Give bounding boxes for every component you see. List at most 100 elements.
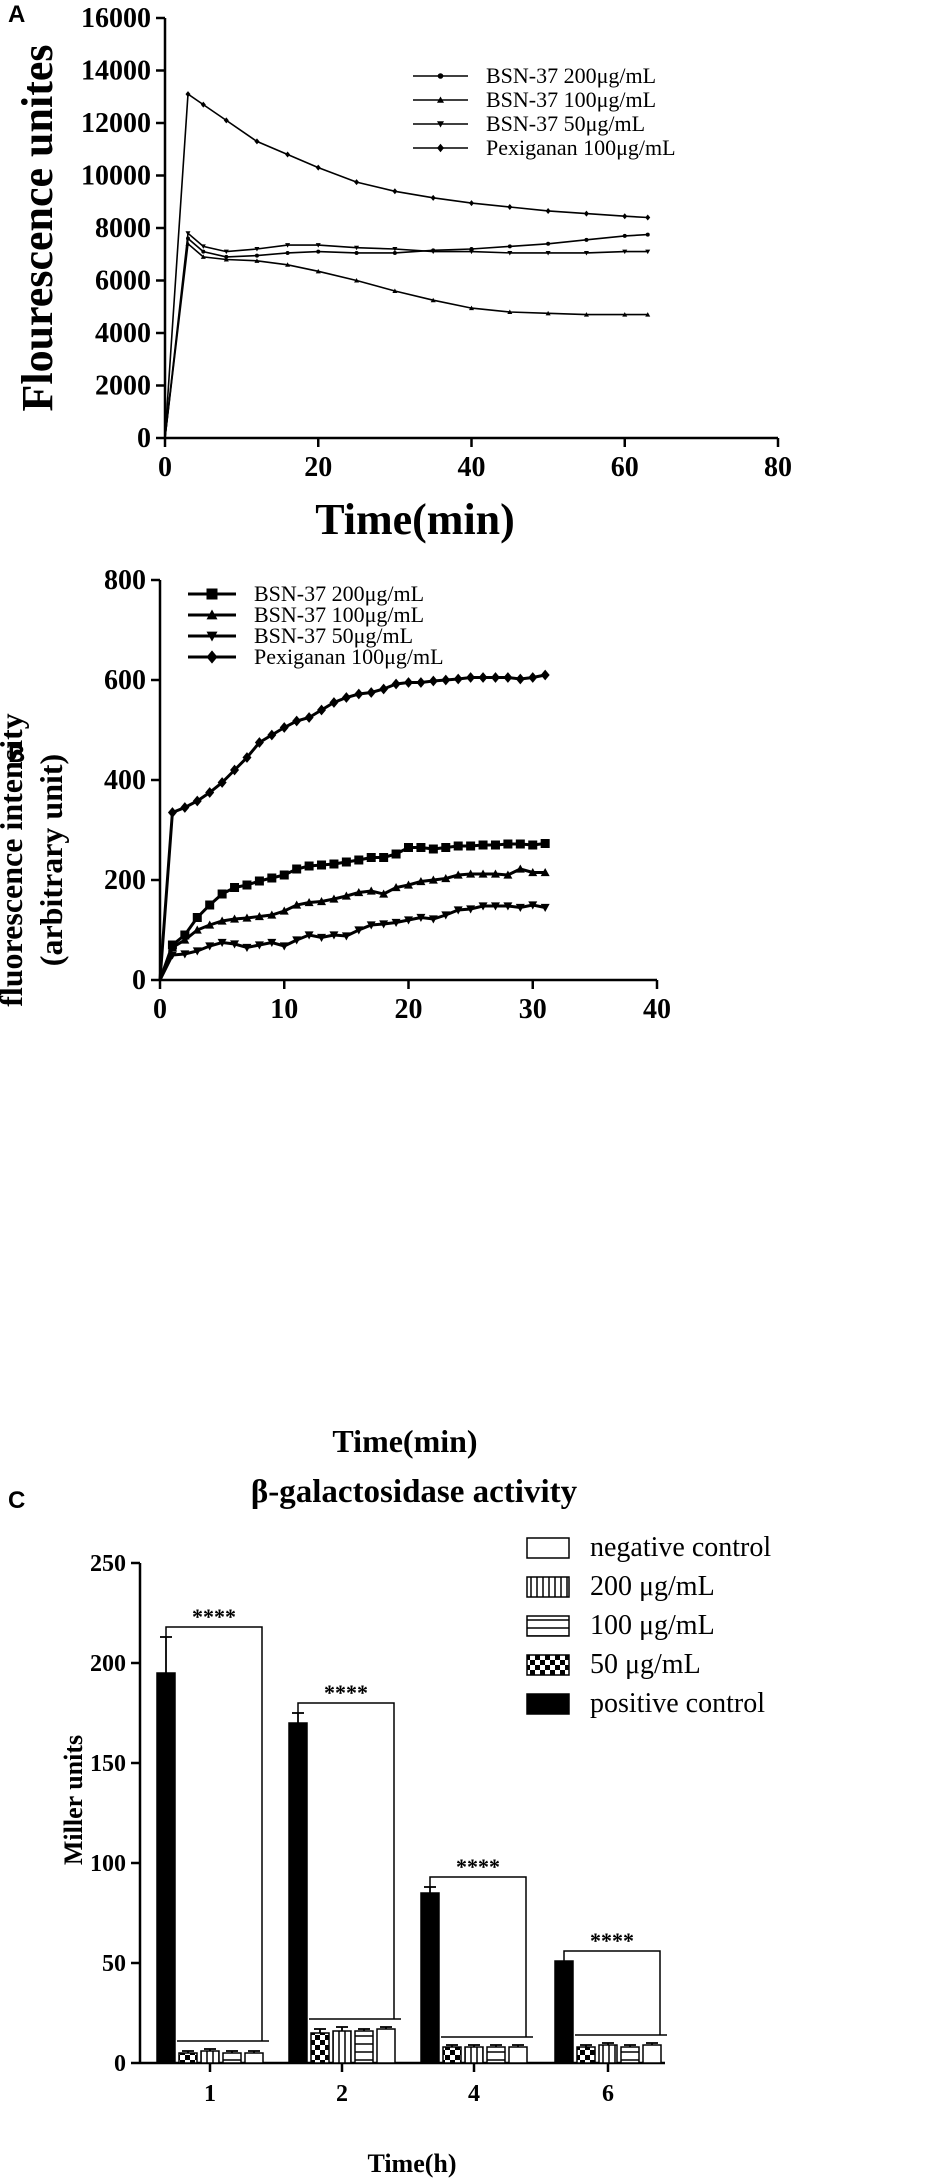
chart-b-series-bsn-37-100-g-ml-point: [230, 914, 240, 923]
chart-b-series-pexiganan-100-g-ml-point: [205, 787, 215, 798]
chart-a-series-pexiganan-100-g-ml-point: [315, 164, 321, 171]
chart-a-ytick-label: 10000: [81, 161, 151, 192]
chart-b-series-bsn-37-200-g-ml-point: [416, 843, 426, 852]
chart-b-series-bsn-37-100-g-ml-point: [242, 913, 252, 922]
chart-b-series-bsn-37-100-g-ml-point: [341, 891, 351, 900]
chart-a-series-bsn-37-100-g-ml-point: [430, 297, 436, 303]
chart-c-bar-200-g-ml: [200, 2050, 220, 2064]
chart-b-series-bsn-37-50-g-ml-point: [217, 938, 227, 947]
chart-b-series-bsn-37-200-g-ml-point: [404, 843, 413, 852]
chart-a-series-bsn-37-200-g-ml-point: [546, 241, 551, 246]
chart-c-bar-200-g-ml: [464, 2046, 484, 2064]
chart-b-series-pexiganan-100-g-ml-point: [217, 777, 227, 788]
chart-b-series-bsn-37-50-g-ml-point: [441, 911, 451, 920]
chart-b-series-bsn-37-200-g-ml-point: [478, 840, 488, 850]
chart-a-xtick-label: 60: [611, 452, 639, 483]
chart-b-series-pexiganan-100-g-ml-point: [466, 672, 476, 683]
chart-b-series-bsn-37-100-g-ml-point: [329, 894, 339, 903]
chart-c-bar-negative-control: [642, 2044, 662, 2064]
chart-c-xtick-label: 1: [204, 2081, 216, 2107]
chart-b-ylabel-line2: (arbitrary unit): [33, 754, 69, 966]
chart-b-series-pexiganan-100-g-ml-point: [441, 674, 451, 686]
chart-a-series-pexiganan-100-g-ml-point: [622, 213, 628, 220]
chart-c-bar-100-g-ml: [620, 2046, 640, 2064]
chart-a-series-bsn-37-50-g-ml-point: [285, 243, 291, 248]
chart-b-ytick-label: 400: [104, 765, 146, 796]
chart-c-bar-100-g-ml: [222, 2052, 242, 2064]
chart-b-series-bsn-37-100-g-ml-point: [217, 916, 227, 925]
chart-a-series-bsn-37-50-g-ml-point: [645, 249, 651, 255]
chart-a-series-pexiganan-100-g-ml-legend-label: Pexiganan 100μg/mL: [486, 135, 676, 160]
chart-b: fluorescence intensity (arbitrary unit) …: [0, 565, 671, 1510]
chart-a-series-pexiganan-100-g-ml-point: [507, 204, 513, 210]
chart-a-series-bsn-37-200-g-ml-point: [354, 250, 359, 255]
chart-c-bar-50-g-ml: [576, 2046, 596, 2064]
chart-c-bar-50-g-ml: [310, 2032, 330, 2064]
chart-b-xlabel: Time(min): [332, 1423, 477, 1459]
chart-b-series-bsn-37-50-g-ml-point: [167, 951, 177, 960]
chart-b-series-bsn-37-50-g-ml-point: [515, 903, 525, 912]
chart-b-series-bsn-37-50-g-ml-point: [478, 902, 488, 911]
chart-b-series-pexiganan-100-g-ml-point: [528, 672, 538, 683]
chart-b-series-bsn-37-50-g-ml-point: [379, 920, 389, 929]
chart-b-series-bsn-37-100-g-ml-point: [317, 897, 327, 906]
chart-c-legend-label-100-g-ml: 100 μg/mL: [590, 1610, 715, 1641]
chart-a-series-bsn-37-50-g-ml-point: [583, 250, 589, 256]
chart-c-significance-bracket: [429, 1876, 527, 2037]
chart-a-series-pexiganan-100-g-ml-point: [354, 179, 360, 186]
chart-b-series-bsn-37-50-g-ml-legend-marker: [206, 631, 218, 642]
chart-c-ytick-label: 150: [90, 1751, 126, 1777]
chart-a-series-pexiganan-100-g-ml-point: [645, 214, 651, 221]
chart-b-series-bsn-37-200-g-ml-point: [441, 843, 451, 852]
chart-c-bar-positive-control: [554, 1960, 574, 2064]
chart-b-series-bsn-37-50-g-ml-point: [503, 902, 513, 911]
chart-b-series-bsn-37-100-g-ml-point: [304, 898, 314, 907]
chart-a-xtick-label: 40: [458, 452, 486, 483]
chart-c-ytick-label: 100: [90, 1851, 126, 1877]
chart-a-series-bsn-37-100-g-ml-point: [254, 258, 260, 263]
chart-a-series-bsn-37-100-g-ml-legend-marker: [437, 96, 444, 103]
chart-b-ytick-label: 0: [132, 965, 146, 996]
chart-a-series-pexiganan-100-g-ml-point: [545, 207, 551, 214]
chart-b-series-pexiganan-100-g-ml-point: [279, 722, 289, 733]
chart-a-ytick-label: 6000: [95, 266, 151, 297]
chart-c-significance-label: ****: [192, 1604, 236, 1629]
chart-c-bar-200-g-ml: [598, 2044, 618, 2064]
chart-b-series-pexiganan-100-g-ml-point: [366, 687, 376, 698]
chart-b-series-bsn-37-50-g-ml-point: [453, 906, 463, 915]
chart-a-series-bsn-37-100-g-ml-line: [164, 242, 648, 439]
chart-b-series-bsn-37-50-g-ml-legend-label: BSN-37 50μg/mL: [254, 623, 413, 648]
chart-a-series-bsn-37-100-g-ml-point: [507, 309, 513, 314]
chart-a-ytick-label: 8000: [95, 213, 151, 244]
chart-a-ytick-label: 14000: [81, 56, 151, 87]
chart-b-series-bsn-37-200-g-ml-point: [341, 857, 351, 867]
chart-a-series-bsn-37-100-g-ml-point: [622, 312, 628, 317]
chart-b-series-bsn-37-200-g-ml-line: [158, 842, 546, 981]
chart-b-series-bsn-37-50-g-ml-point: [304, 931, 314, 940]
chart-a-xlabel: Time(min): [315, 495, 515, 544]
chart-a-ytick-label: 4000: [95, 318, 151, 349]
chart-b-xtick-label: 20: [395, 994, 423, 1025]
chart-b-series-pexiganan-100-g-ml-point: [453, 673, 463, 685]
chart-a-series-bsn-37-50-g-ml-point: [254, 247, 260, 252]
chart-b-series-bsn-37-200-g-ml-point: [453, 841, 463, 851]
chart-b-series-pexiganan-100-g-ml-point: [267, 729, 277, 741]
chart-b-series-bsn-37-100-g-ml-point: [453, 870, 463, 879]
chart-b-series-bsn-37-100-g-ml-point: [254, 912, 264, 921]
chart-a-series-pexiganan-100-g-ml-legend-marker: [437, 143, 444, 153]
chart-b-series-bsn-37-200-g-ml-point: [528, 840, 538, 850]
chart-c-significance-label: ****: [324, 1680, 368, 1705]
chart-a-series-pexiganan-100-g-ml-point: [430, 194, 436, 201]
chart-b-series-pexiganan-100-g-ml-point: [242, 752, 252, 763]
panel-label-c: C: [8, 1487, 25, 1514]
chart-b-series-bsn-37-100-g-ml-legend-marker: [206, 609, 218, 620]
chart-b-series-bsn-37-50-g-ml-point: [540, 903, 550, 912]
chart-b-series-bsn-37-100-g-ml-point: [503, 870, 513, 879]
chart-b-series-bsn-37-200-g-ml-point: [230, 883, 240, 892]
chart-b-series-bsn-37-100-g-ml-point: [478, 869, 488, 878]
chart-b-series-bsn-37-200-g-ml-point: [205, 900, 215, 910]
chart-a-ytick-label: 12000: [81, 108, 151, 139]
chart-c-bar-positive-control: [420, 1892, 440, 2064]
chart-a-series-bsn-37-50-g-ml-point: [622, 249, 628, 255]
chart-b-ylabel-line1: fluorescence intensity: [0, 713, 29, 1007]
